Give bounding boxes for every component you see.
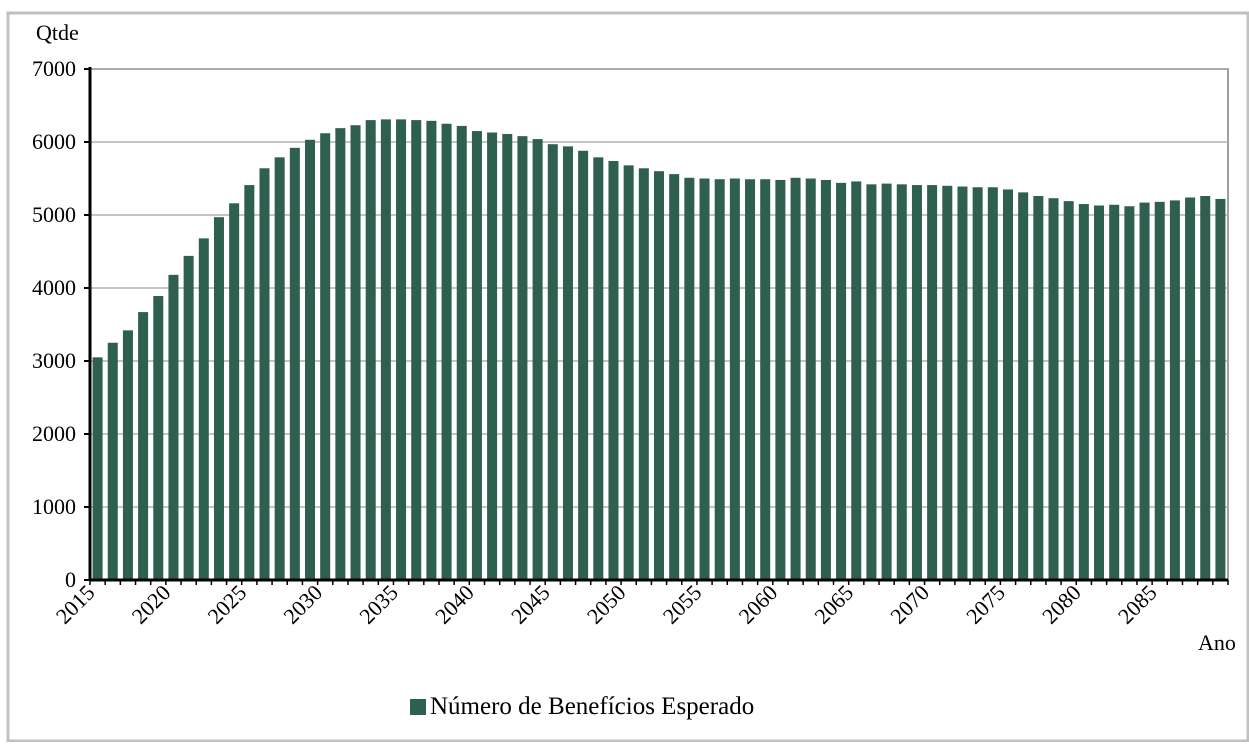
bar (760, 179, 771, 581)
bar (1200, 196, 1211, 580)
bar (365, 120, 376, 580)
bar (183, 255, 194, 580)
bar (987, 187, 998, 580)
bar (653, 171, 665, 580)
bar (244, 185, 255, 580)
bar (320, 133, 331, 581)
bar (305, 139, 316, 580)
bar (699, 178, 710, 580)
bar (1033, 196, 1044, 580)
bar (426, 120, 437, 580)
bar (335, 128, 346, 580)
bar (1094, 205, 1105, 580)
bar (532, 139, 543, 580)
bar (729, 178, 740, 580)
bar (881, 183, 892, 581)
bar (1124, 206, 1135, 581)
bar (669, 174, 680, 580)
bar (1048, 198, 1059, 580)
bar (593, 157, 604, 580)
bar (122, 330, 133, 580)
bar (502, 133, 513, 580)
y-tick-label: 3000 (32, 348, 76, 373)
bar (851, 181, 862, 581)
legend-swatch (410, 699, 426, 715)
bar (911, 185, 922, 580)
bar (441, 123, 452, 580)
bar (396, 119, 407, 581)
bar (380, 119, 391, 581)
bar (213, 217, 224, 580)
bar (92, 357, 103, 580)
bar (153, 296, 164, 580)
bar (1215, 198, 1226, 580)
bar (289, 147, 300, 580)
x-axis-label: Ano (1198, 630, 1236, 655)
bar (1139, 202, 1150, 580)
legend-label: Número de Benefícios Esperado (430, 693, 754, 720)
bar (562, 146, 573, 580)
bar (471, 131, 482, 581)
bar (274, 157, 285, 580)
bar (714, 179, 725, 581)
bar (805, 178, 816, 580)
bar (972, 187, 983, 580)
bar (487, 132, 498, 580)
y-tick-label: 7000 (32, 56, 76, 81)
y-tick-label: 1000 (32, 494, 76, 519)
y-tick-label: 4000 (32, 275, 76, 300)
bar (138, 312, 149, 580)
bar (1109, 204, 1120, 580)
y-tick-label: 5000 (32, 202, 76, 227)
bar (927, 185, 938, 580)
bar (168, 274, 179, 580)
bar (623, 165, 634, 581)
bar (1169, 200, 1180, 580)
y-tick-label: 0 (65, 567, 76, 592)
bar (896, 184, 907, 580)
bar (350, 125, 361, 581)
bar (229, 203, 240, 580)
bar (820, 179, 831, 580)
bar (517, 136, 528, 580)
bar (1078, 204, 1089, 581)
bar (547, 144, 558, 580)
bar (1185, 197, 1196, 581)
bar (790, 177, 801, 580)
bar (836, 182, 847, 580)
bar (638, 168, 649, 580)
bar (957, 186, 968, 580)
bar (198, 238, 209, 581)
bar (1002, 189, 1013, 580)
y-tick-label: 2000 (32, 421, 76, 446)
bar (1154, 201, 1165, 581)
bar (259, 168, 270, 580)
bar (684, 177, 695, 580)
bar (942, 185, 953, 581)
y-axis-label: Qtde (36, 20, 79, 45)
bar (608, 160, 619, 581)
bar (456, 125, 467, 580)
bar (411, 120, 422, 580)
bar (775, 179, 786, 580)
bar (745, 179, 756, 581)
bar (866, 184, 877, 580)
bar (1063, 201, 1074, 580)
y-tick-label: 6000 (32, 129, 76, 154)
bar (1018, 192, 1029, 580)
bar (107, 342, 118, 580)
bar (578, 150, 589, 580)
